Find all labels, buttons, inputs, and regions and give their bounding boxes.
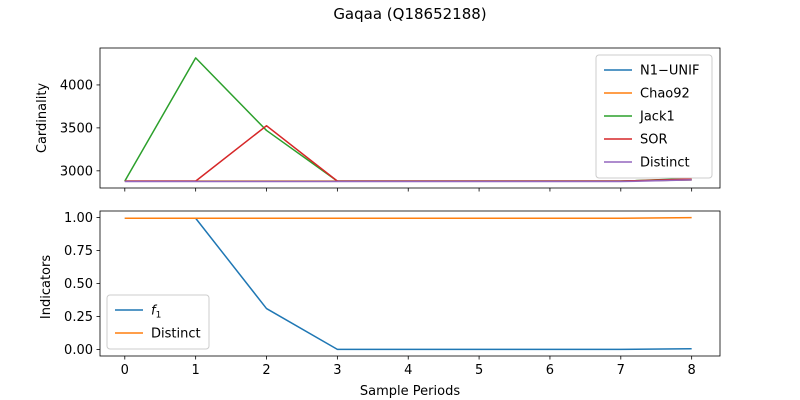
legend-label-f1: f1 (151, 304, 161, 321)
series-line-f1 (124, 217, 692, 351)
legend-label-distinct: Distinct (151, 327, 201, 342)
x-tick-label: 2 (262, 363, 270, 378)
y-tick-label: 3000 (60, 164, 93, 179)
plot-area (124, 57, 692, 183)
y-axis-label-indicators: Indicators (39, 255, 54, 319)
legend-box (106, 294, 210, 350)
axes-frame (99, 47, 721, 189)
legend-label-chao92: Chao92 (640, 87, 690, 102)
y-tick-label: 0.50 (64, 277, 93, 292)
indicators-panel: 0.00 0.25 0.50 0.75 1.00 0 1 2 3 4 5 6 7 8 f1 Distinct (64, 210, 721, 378)
x-tick-label: 8 (688, 363, 696, 378)
legend-label-jack1: Jack1 (639, 110, 675, 125)
x-tick-label: 7 (617, 363, 625, 378)
x-tick-label: 4 (404, 363, 412, 378)
y-tick-label: 0.25 (64, 310, 93, 325)
y-tick-label: 0.75 (64, 244, 93, 259)
y-axis-label-cardinality: Cardinality (35, 83, 50, 154)
x-tick-label: 6 (546, 363, 554, 378)
y-tick-label: 0.00 (64, 343, 93, 358)
legend: f1 Distinct (106, 294, 210, 350)
legend-label-n1-unif: N1−UNIF (640, 64, 699, 79)
legend-label-distinct: Distinct (640, 156, 690, 171)
series-line-distinct (124, 179, 692, 183)
legend-box (595, 54, 713, 179)
x-axis-label: Sample Periods (360, 384, 460, 399)
cardinality-panel: 3000 3500 4000 N1−UNIF Chao92 Jack1 SOR Distinc… (60, 47, 721, 192)
y-tick-label: 3500 (60, 121, 93, 136)
x-tick-label: 5 (475, 363, 483, 378)
x-tick-label: 0 (121, 363, 129, 378)
x-tick-label: 3 (333, 363, 341, 378)
y-tick-label: 4000 (60, 78, 93, 93)
plot-area (124, 216, 692, 351)
legend-label-sor: SOR (640, 133, 668, 148)
y-tick-label: 1.00 (64, 211, 93, 226)
legend: N1−UNIF Chao92 Jack1 SOR Distinct (595, 54, 713, 179)
x-tick-label: 1 (192, 363, 200, 378)
series-line-distinct (124, 216, 692, 219)
chart-title: Gaqaa (Q18652188) (333, 5, 486, 23)
